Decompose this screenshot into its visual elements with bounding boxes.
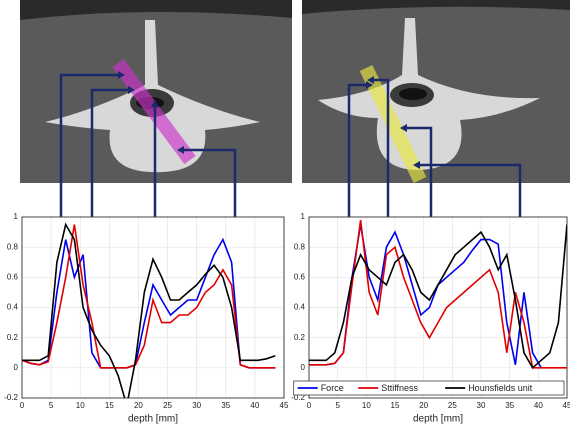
x-tick-label: 0: [20, 401, 25, 410]
x-tick-label: 25: [448, 401, 457, 410]
x-tick-label: 30: [477, 401, 486, 410]
x-tick-label: 40: [534, 401, 543, 410]
y-tick-label: 0.4: [7, 303, 19, 312]
x-tick-label: 35: [221, 401, 230, 410]
legend-label: Hounsfields unit: [468, 383, 533, 393]
y-tick-label: 0.2: [294, 333, 306, 342]
x-axis-label: depth [mm]: [413, 414, 463, 425]
y-tick-label: 0.6: [294, 272, 306, 281]
ct-image-right: [302, 0, 570, 183]
x-tick-label: 25: [163, 401, 172, 410]
y-tick-label: 0.8: [7, 242, 19, 251]
y-tick-label: 0.6: [7, 272, 19, 281]
figure: -0.200.20.40.60.81051015202530354045dept…: [0, 0, 570, 428]
legend-label: Force: [321, 383, 344, 393]
x-tick-label: 10: [362, 401, 371, 410]
x-tick-label: 5: [49, 401, 54, 410]
x-tick-label: 45: [563, 401, 570, 410]
y-tick-label: 0.4: [294, 303, 306, 312]
legend-label: Sttiffness: [381, 383, 418, 393]
x-tick-label: 10: [76, 401, 85, 410]
x-tick-label: 45: [280, 401, 289, 410]
x-tick-label: 0: [307, 401, 312, 410]
x-tick-label: 30: [192, 401, 201, 410]
x-tick-label: 20: [419, 401, 428, 410]
x-tick-label: 15: [391, 401, 400, 410]
x-tick-label: 35: [505, 401, 514, 410]
y-tick-label: 1: [301, 212, 306, 221]
y-tick-label: 0: [14, 363, 19, 372]
x-tick-label: 15: [105, 401, 114, 410]
x-tick-label: 5: [335, 401, 340, 410]
y-tick-label: 1: [14, 212, 19, 221]
y-tick-label: -0.2: [4, 393, 18, 402]
x-tick-label: 20: [134, 401, 143, 410]
y-tick-label: 0: [301, 363, 306, 372]
y-tick-label: 0.2: [7, 333, 19, 342]
x-axis-label: depth [mm]: [128, 414, 178, 425]
y-tick-label: 0.8: [294, 242, 306, 251]
x-tick-label: 40: [250, 401, 259, 410]
